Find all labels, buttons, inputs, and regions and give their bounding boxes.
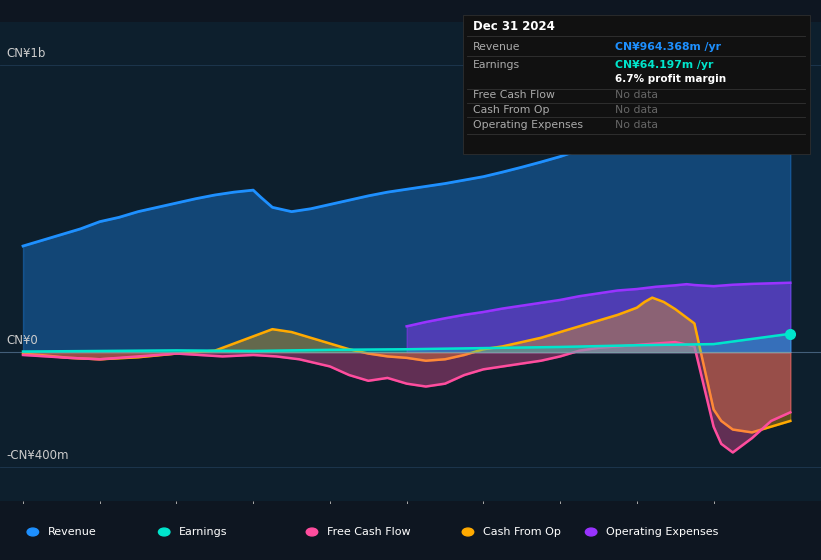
Text: CN¥964.368m /yr: CN¥964.368m /yr bbox=[615, 42, 721, 52]
Text: Operating Expenses: Operating Expenses bbox=[473, 120, 583, 130]
Text: CN¥1b: CN¥1b bbox=[6, 47, 45, 60]
Text: Earnings: Earnings bbox=[473, 60, 520, 70]
Text: No data: No data bbox=[615, 120, 658, 130]
Text: Revenue: Revenue bbox=[48, 527, 96, 537]
Text: CN¥64.197m /yr: CN¥64.197m /yr bbox=[615, 60, 713, 70]
Text: Earnings: Earnings bbox=[179, 527, 227, 537]
Text: Operating Expenses: Operating Expenses bbox=[606, 527, 718, 537]
Text: Free Cash Flow: Free Cash Flow bbox=[327, 527, 410, 537]
Text: No data: No data bbox=[615, 90, 658, 100]
Text: Dec 31 2024: Dec 31 2024 bbox=[473, 20, 555, 33]
Text: CN¥0: CN¥0 bbox=[6, 334, 38, 347]
Text: No data: No data bbox=[615, 105, 658, 115]
Text: Cash From Op: Cash From Op bbox=[473, 105, 549, 115]
Text: -CN¥400m: -CN¥400m bbox=[6, 449, 69, 461]
Text: 6.7% profit margin: 6.7% profit margin bbox=[615, 74, 726, 85]
Text: Revenue: Revenue bbox=[473, 42, 521, 52]
Text: Free Cash Flow: Free Cash Flow bbox=[473, 90, 555, 100]
Text: Cash From Op: Cash From Op bbox=[483, 527, 561, 537]
